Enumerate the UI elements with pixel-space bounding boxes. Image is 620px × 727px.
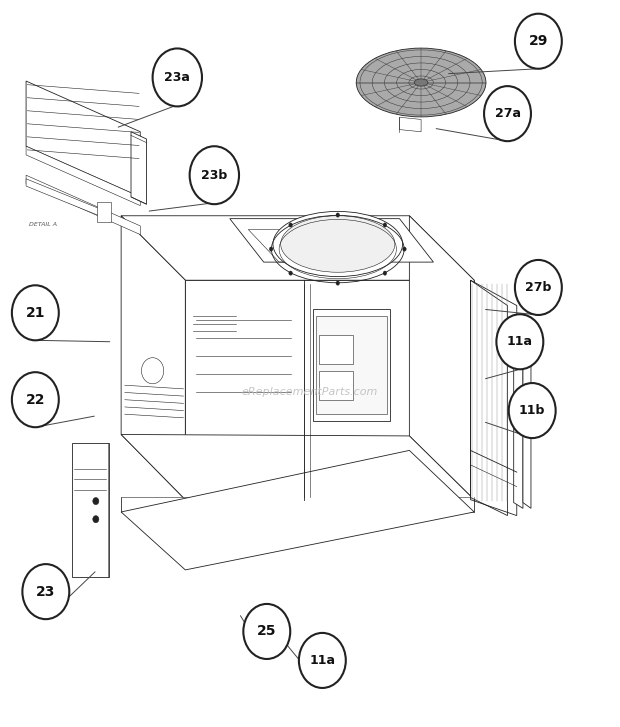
Text: 11a: 11a: [309, 654, 335, 667]
Polygon shape: [514, 316, 523, 508]
Ellipse shape: [273, 212, 402, 276]
Circle shape: [336, 213, 340, 217]
Circle shape: [190, 146, 239, 204]
Circle shape: [497, 314, 543, 369]
Polygon shape: [399, 117, 421, 132]
Circle shape: [153, 49, 202, 106]
Text: 29: 29: [529, 34, 548, 48]
Circle shape: [12, 285, 59, 340]
Text: 27b: 27b: [525, 281, 552, 294]
Polygon shape: [26, 175, 140, 235]
Circle shape: [515, 14, 562, 69]
Circle shape: [141, 358, 164, 384]
Bar: [97, 202, 110, 222]
Circle shape: [336, 281, 340, 285]
Ellipse shape: [356, 48, 486, 117]
Text: 23a: 23a: [164, 71, 190, 84]
Circle shape: [93, 515, 99, 523]
Polygon shape: [121, 451, 474, 570]
Circle shape: [93, 497, 99, 505]
Text: 23: 23: [36, 585, 56, 598]
Text: 23b: 23b: [202, 169, 228, 182]
Text: 11a: 11a: [507, 335, 533, 348]
Polygon shape: [185, 280, 474, 499]
Polygon shape: [230, 219, 433, 262]
Text: 11b: 11b: [519, 404, 546, 417]
Polygon shape: [523, 325, 531, 508]
Circle shape: [12, 372, 59, 427]
Polygon shape: [316, 316, 387, 414]
Polygon shape: [319, 334, 353, 364]
Polygon shape: [121, 435, 474, 499]
Polygon shape: [409, 216, 474, 499]
Circle shape: [484, 86, 531, 141]
Text: DETAIL A: DETAIL A: [29, 222, 56, 227]
Circle shape: [383, 223, 387, 227]
Circle shape: [22, 564, 69, 619]
Ellipse shape: [281, 216, 395, 272]
Circle shape: [383, 271, 387, 276]
Circle shape: [289, 271, 293, 276]
Polygon shape: [26, 179, 106, 219]
Polygon shape: [26, 146, 140, 206]
Ellipse shape: [414, 79, 428, 86]
Polygon shape: [121, 216, 474, 280]
Circle shape: [289, 223, 293, 227]
Polygon shape: [121, 216, 185, 499]
Polygon shape: [319, 371, 353, 400]
Polygon shape: [26, 81, 140, 197]
Circle shape: [243, 604, 290, 659]
Text: 22: 22: [25, 393, 45, 406]
Text: eReplacementParts.com: eReplacementParts.com: [242, 387, 378, 398]
Text: 27a: 27a: [495, 107, 521, 120]
Circle shape: [299, 633, 346, 688]
Circle shape: [509, 383, 556, 438]
Polygon shape: [121, 497, 474, 512]
Polygon shape: [73, 443, 109, 577]
Circle shape: [269, 247, 273, 252]
Polygon shape: [471, 280, 508, 515]
Polygon shape: [131, 132, 146, 204]
Text: 25: 25: [257, 624, 277, 638]
Polygon shape: [313, 309, 390, 422]
Text: 21: 21: [25, 306, 45, 320]
Circle shape: [515, 260, 562, 315]
Circle shape: [402, 247, 406, 252]
